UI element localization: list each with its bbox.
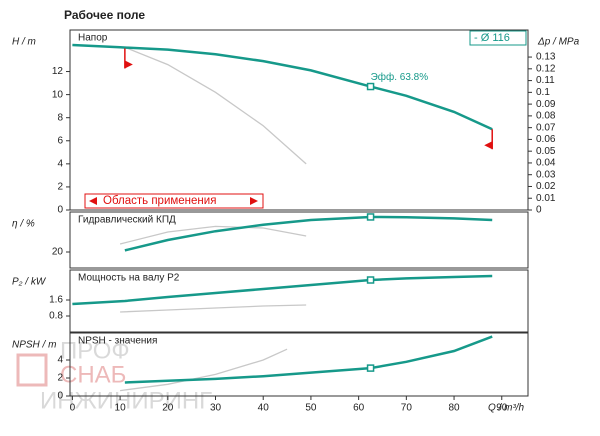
range-arrow bbox=[250, 197, 258, 205]
range-box bbox=[84, 193, 264, 209]
y2-tick-label: 0 bbox=[536, 205, 542, 216]
x-tick-label: 50 bbox=[305, 403, 317, 414]
y-axis-label: NPSH / m bbox=[12, 340, 56, 351]
watermark-text: ИНЖИНИРИНГ bbox=[40, 387, 212, 414]
duty-point bbox=[366, 364, 375, 372]
panel-label: NPSH - значения bbox=[78, 336, 157, 347]
x-tick-label: 70 bbox=[401, 403, 413, 414]
y-tick-label: 6 bbox=[57, 135, 63, 146]
y2-axis-label: Δp / MPa bbox=[537, 37, 580, 48]
y-tick-label: 2 bbox=[57, 182, 63, 193]
y-tick-label: 8 bbox=[57, 112, 63, 123]
y2-tick-label: 0.01 bbox=[536, 193, 556, 204]
range-arrow bbox=[89, 197, 97, 205]
y2-tick-label: 0.02 bbox=[536, 181, 556, 192]
range-label: Область применения bbox=[103, 195, 216, 207]
y2-tick-label: 0.06 bbox=[536, 134, 556, 145]
reference-curve bbox=[119, 225, 307, 245]
diameter-label: - Ø 116 bbox=[474, 32, 510, 44]
y2-tick-label: 0.09 bbox=[536, 99, 556, 110]
y2-tick-label: 0.05 bbox=[536, 146, 556, 157]
y-tick-label: 10 bbox=[52, 89, 64, 100]
y-tick-label: 20 bbox=[52, 247, 64, 258]
y-tick-label: 0 bbox=[57, 205, 63, 216]
y-tick-label: 4 bbox=[57, 158, 63, 169]
panel-label: Мощность на валу P2 bbox=[78, 273, 180, 284]
duty-point bbox=[366, 276, 375, 284]
reference-curve bbox=[120, 304, 307, 313]
y2-tick-label: 0.1 bbox=[536, 87, 550, 98]
y2-tick-label: 0.12 bbox=[536, 63, 556, 74]
curve bbox=[124, 215, 493, 252]
y2-tick-label: 0.11 bbox=[536, 75, 555, 86]
x-tick-label: 0 bbox=[70, 403, 76, 414]
y2-tick-label: 0.07 bbox=[536, 122, 556, 133]
reference-curve bbox=[124, 46, 307, 165]
curve bbox=[72, 43, 493, 131]
page-title: Рабочее поле bbox=[64, 8, 145, 22]
x-tick-label: 60 bbox=[353, 403, 365, 414]
y2-tick-label: 0.08 bbox=[536, 111, 556, 122]
y-axis-label: P₂ / kW bbox=[12, 277, 47, 288]
x-tick-label: 10 bbox=[115, 403, 127, 414]
x-tick-label: 20 bbox=[162, 403, 174, 414]
y-axis-label: H / m bbox=[12, 37, 36, 48]
y-axis-label: η / % bbox=[12, 219, 35, 230]
watermark: ПРОФ СНАБ ИНЖИНИРИНГ bbox=[16, 337, 212, 414]
y-tick-label: 4 bbox=[57, 355, 63, 366]
duty-point bbox=[366, 213, 375, 221]
range-arrow bbox=[484, 141, 493, 150]
watermark-logo bbox=[16, 353, 48, 387]
y-tick-label: 0 bbox=[57, 391, 63, 402]
y-tick-label: 0.8 bbox=[49, 311, 63, 322]
duty-point bbox=[366, 82, 375, 91]
x-tick-label: 90 bbox=[496, 403, 508, 414]
watermark-text: СНАБ bbox=[60, 361, 126, 388]
reference-curve bbox=[120, 348, 288, 392]
y-tick-label: 2 bbox=[57, 373, 63, 384]
curve bbox=[124, 335, 493, 384]
y2-tick-label: 0.03 bbox=[536, 169, 556, 180]
watermark-text: ПРОФ bbox=[60, 337, 130, 364]
x-tick-label: 40 bbox=[258, 403, 270, 414]
panel-frame bbox=[69, 29, 529, 211]
panel-label: Гидравлический КПД bbox=[78, 215, 176, 226]
panel-frame bbox=[69, 211, 529, 269]
diameter-box bbox=[469, 30, 527, 46]
x-tick-label: 80 bbox=[448, 403, 460, 414]
y-tick-label: 1.6 bbox=[49, 295, 63, 306]
y2-tick-label: 0.13 bbox=[536, 52, 556, 63]
range-arrow bbox=[124, 60, 133, 69]
x-axis-label: Q / m³/h bbox=[488, 403, 525, 414]
panel-label: Напор bbox=[78, 33, 108, 44]
panel-frame bbox=[69, 269, 529, 333]
y-tick-label: 12 bbox=[52, 66, 64, 77]
y2-tick-label: 0.04 bbox=[536, 158, 556, 169]
x-tick-label: 30 bbox=[210, 403, 222, 414]
curve bbox=[72, 274, 493, 306]
efficiency-annotation: Эфф. 63.8% bbox=[371, 71, 429, 83]
